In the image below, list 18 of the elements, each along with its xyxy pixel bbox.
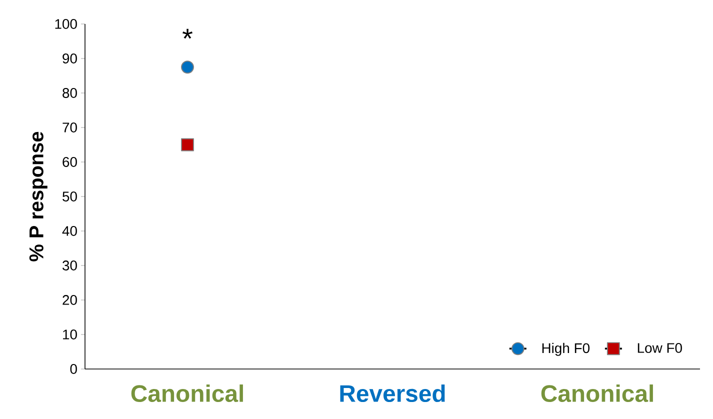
y-tick-label: 100 <box>55 19 77 29</box>
y-tick-label: 40 <box>62 226 77 236</box>
y-tick-label: 10 <box>63 330 77 340</box>
y-tick-label: 70 <box>62 122 77 132</box>
annotation: * <box>182 28 192 39</box>
y-tick-label: 60 <box>62 157 77 167</box>
legend-label: High F0 <box>542 342 590 356</box>
x-tick-label: Canonical <box>131 384 243 402</box>
y-tick-label: 30 <box>62 260 77 270</box>
legend-label: Low F0 <box>638 343 682 353</box>
x-tick-label: Reversed <box>340 384 445 402</box>
y-tick-label: 0 <box>70 364 77 374</box>
x-tick-label: Canonical <box>541 384 653 402</box>
y-axis-title: % P response <box>29 132 48 262</box>
y-tick-label: 20 <box>62 295 77 305</box>
y-tick-label: 90 <box>62 54 77 64</box>
y-tick-label: 80 <box>62 88 77 98</box>
y-tick-label: 50 <box>62 192 77 202</box>
